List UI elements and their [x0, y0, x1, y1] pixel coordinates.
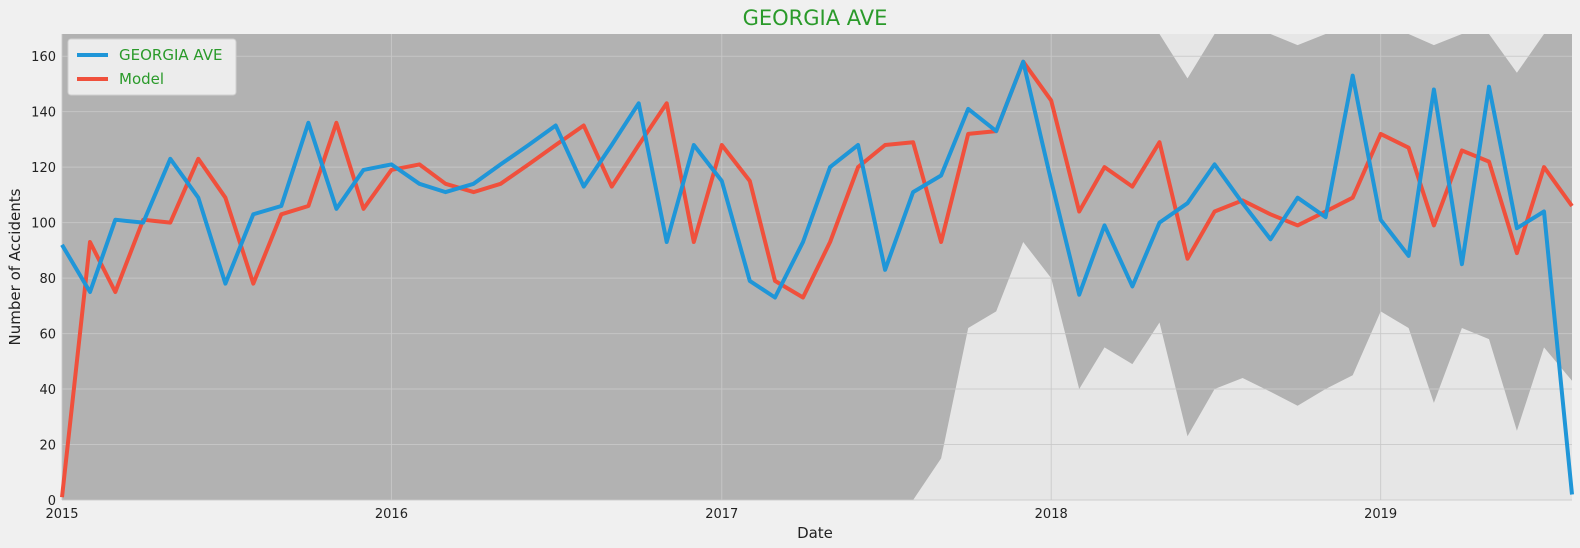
x-axis: 2015 2016 2017 2018 2019 — [45, 507, 1397, 522]
y-tick-label: 140 — [31, 106, 56, 121]
x-tick-label: 2017 — [705, 507, 738, 522]
y-tick-label: 100 — [31, 217, 56, 232]
chart-title: GEORGIA AVE — [743, 6, 888, 30]
series-line-georgia-ave — [60, 59, 1574, 495]
x-tick-label: 2015 — [45, 507, 78, 522]
y-axis: 0 20 40 60 80 100 120 140 160 — [31, 50, 56, 509]
y-tick-label: 160 — [31, 50, 56, 65]
y-tick-label: 0 — [48, 494, 56, 509]
y-tick-label: 40 — [39, 383, 56, 398]
series-lines — [60, 59, 1574, 498]
legend: GEORGIA AVE Model — [67, 38, 237, 96]
y-tick-label: 20 — [39, 439, 56, 454]
y-axis-label: Number of Accidents — [6, 188, 24, 345]
y-tick-label: 80 — [39, 272, 56, 287]
legend-label-model: Model — [119, 70, 164, 88]
y-tick-label: 120 — [31, 161, 56, 176]
x-tick-label: 2018 — [1035, 507, 1068, 522]
x-axis-label: Date — [797, 524, 833, 542]
x-tick-label: 2019 — [1364, 507, 1397, 522]
gridlines — [61, 34, 1572, 501]
legend-label-georgia-ave: GEORGIA AVE — [119, 46, 222, 64]
x-tick-label: 2016 — [375, 507, 408, 522]
legend-box — [67, 38, 237, 96]
y-tick-label: 60 — [39, 328, 56, 343]
